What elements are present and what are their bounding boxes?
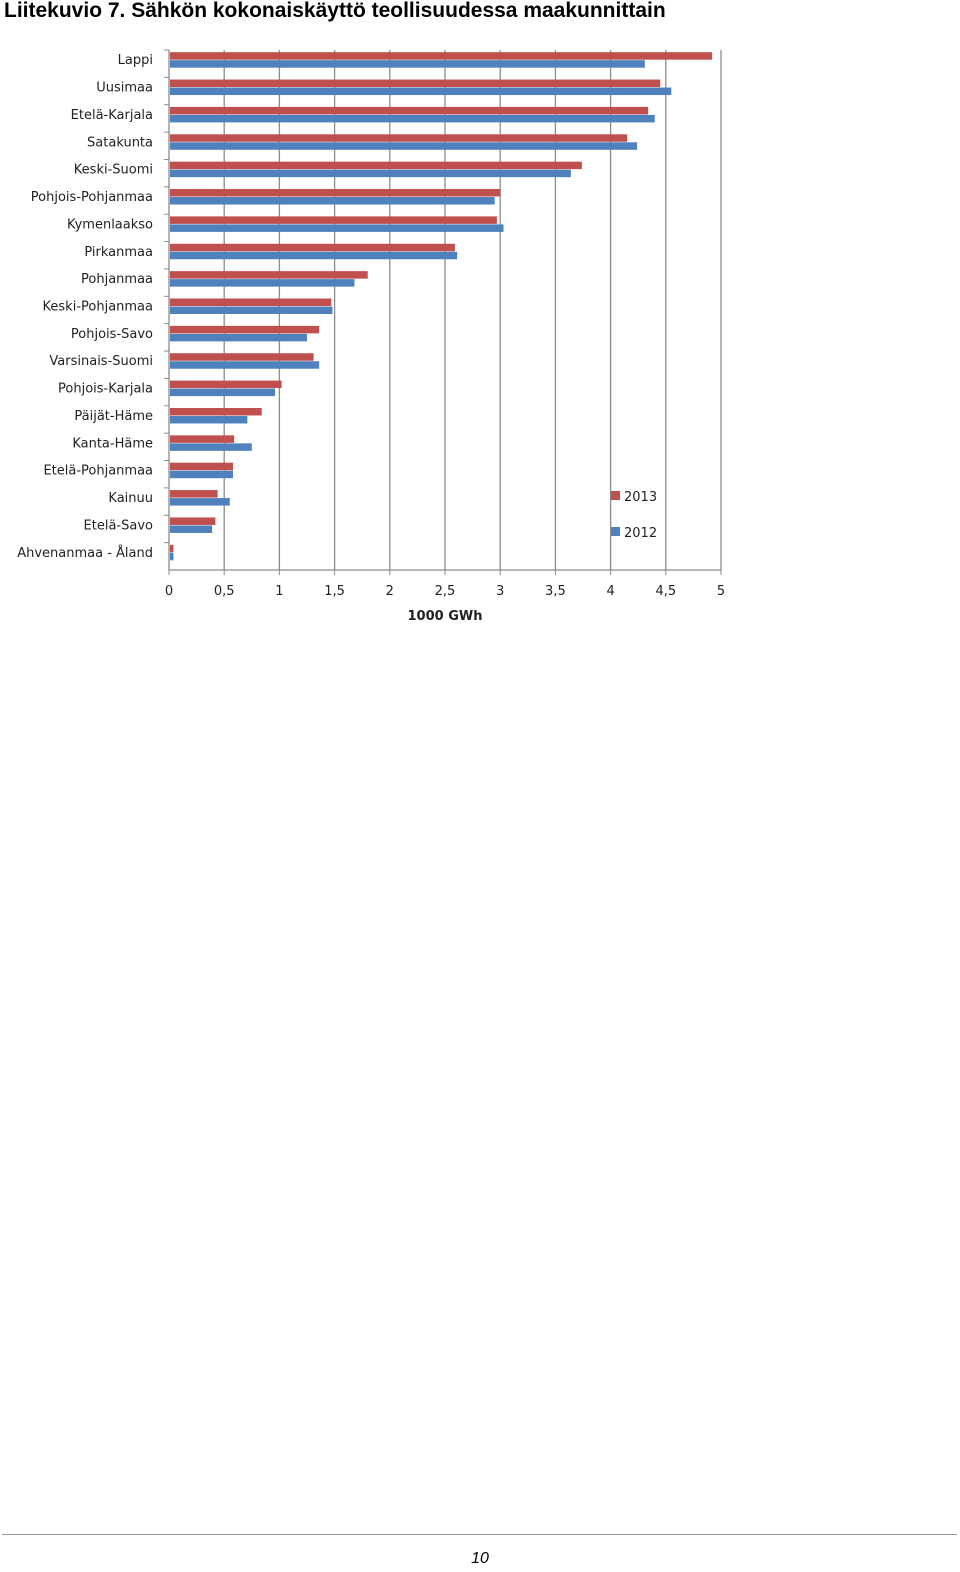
bar-2013 [170, 216, 497, 224]
bar-2013 [170, 161, 582, 170]
bar-2013 [170, 52, 713, 60]
bar-2012 [170, 197, 495, 205]
bar-2013 [170, 407, 262, 416]
category-label: Ahvenanmaa - Åland [17, 545, 153, 561]
x-tick-label: 0 [165, 584, 173, 599]
legend-swatch-2012 [611, 527, 620, 536]
bar-2012 [170, 142, 638, 150]
category-label: Etelä-Pohjanmaa [43, 464, 153, 479]
category-label: Pohjois-Savo [71, 327, 153, 342]
category-label: Lappi [118, 53, 153, 68]
bar-2012 [170, 114, 655, 123]
category-label: Uusimaa [96, 81, 153, 96]
bar-2013 [170, 271, 368, 279]
bar-2012 [170, 224, 504, 232]
bar-2012 [170, 306, 333, 314]
category-label: Etelä-Savo [84, 518, 153, 533]
bar-2012 [170, 470, 234, 479]
chart-legend: 2013 2012 [611, 490, 657, 541]
bar-2013 [170, 380, 282, 389]
bar-2013 [170, 435, 235, 443]
x-tick-label: 5 [717, 584, 725, 599]
bar-2012 [170, 279, 355, 287]
legend-label-2012: 2012 [624, 526, 657, 541]
bar-2012 [170, 498, 230, 506]
bar-2013 [170, 134, 628, 142]
legend-label-2013: 2013 [624, 490, 657, 505]
category-label: Pohjanmaa [81, 272, 153, 287]
page-number: 10 [471, 1550, 489, 1567]
bar-chart: 0 0,5 1 1,5 2 2,5 3 3,5 4 4,5 5 Lappi Uusimaa Etelä-K… [17, 49, 725, 624]
bar-2012 [170, 415, 248, 424]
category-label: Päijät-Häme [74, 409, 153, 424]
bar-2012 [170, 87, 672, 96]
x-tick-label: 1 [275, 584, 283, 599]
category-label: Etelä-Karjala [71, 108, 153, 123]
bar-2013 [170, 243, 455, 252]
category-label: Pohjois-Pohjanmaa [31, 190, 153, 205]
category-label: Varsinais-Suomi [49, 354, 153, 369]
bar-2013 [170, 106, 649, 115]
bar-2012 [170, 443, 252, 451]
bar-2012 [170, 388, 275, 397]
chart-axes: 0 0,5 1 1,5 2 2,5 3 3,5 4 4,5 5 Lappi Uusimaa Etelä-K… [17, 49, 725, 599]
bar-2012 [170, 552, 174, 561]
bar-2013 [170, 517, 216, 525]
bar-2012 [170, 333, 307, 342]
x-tick-label: 2,5 [435, 584, 456, 599]
footer-rule [2, 1534, 957, 1535]
x-tick-label: 4 [606, 584, 614, 599]
bar-2012 [170, 169, 571, 178]
bar-2013 [170, 325, 320, 334]
x-tick-label: 3,5 [545, 584, 566, 599]
bar-2012 [170, 60, 645, 68]
bar-2012 [170, 361, 320, 369]
bar-2013 [170, 79, 661, 88]
bar-2013 [170, 544, 174, 553]
chart-bars [170, 52, 713, 561]
x-tick-label: 3 [496, 584, 504, 599]
x-tick-label: 0,5 [214, 584, 235, 599]
bar-2012 [170, 251, 458, 260]
legend-swatch-2013 [611, 491, 620, 500]
x-axis-title: 1000 GWh [408, 609, 483, 624]
bar-2012 [170, 525, 213, 533]
x-tick-label: 2 [386, 584, 394, 599]
bar-2013 [170, 490, 218, 498]
category-label: Satakunta [87, 135, 153, 150]
bar-2013 [170, 462, 234, 471]
bar-2013 [170, 353, 314, 361]
category-label: Kainuu [108, 491, 153, 506]
category-label: Kymenlaakso [67, 217, 153, 232]
category-label: Pohjois-Karjala [58, 382, 153, 397]
page-title: Liitekuvio 7. Sähkön kokonaiskäyttö teol… [4, 0, 666, 22]
category-label: Pirkanmaa [84, 245, 153, 260]
x-tick-label: 1,5 [324, 584, 345, 599]
category-label: Keski-Pohjanmaa [43, 300, 153, 315]
x-tick-label: 4,5 [655, 584, 676, 599]
bar-2013 [170, 189, 501, 197]
bar-2013 [170, 298, 332, 306]
category-label: Kanta-Häme [72, 436, 153, 451]
category-label: Keski-Suomi [74, 163, 153, 178]
